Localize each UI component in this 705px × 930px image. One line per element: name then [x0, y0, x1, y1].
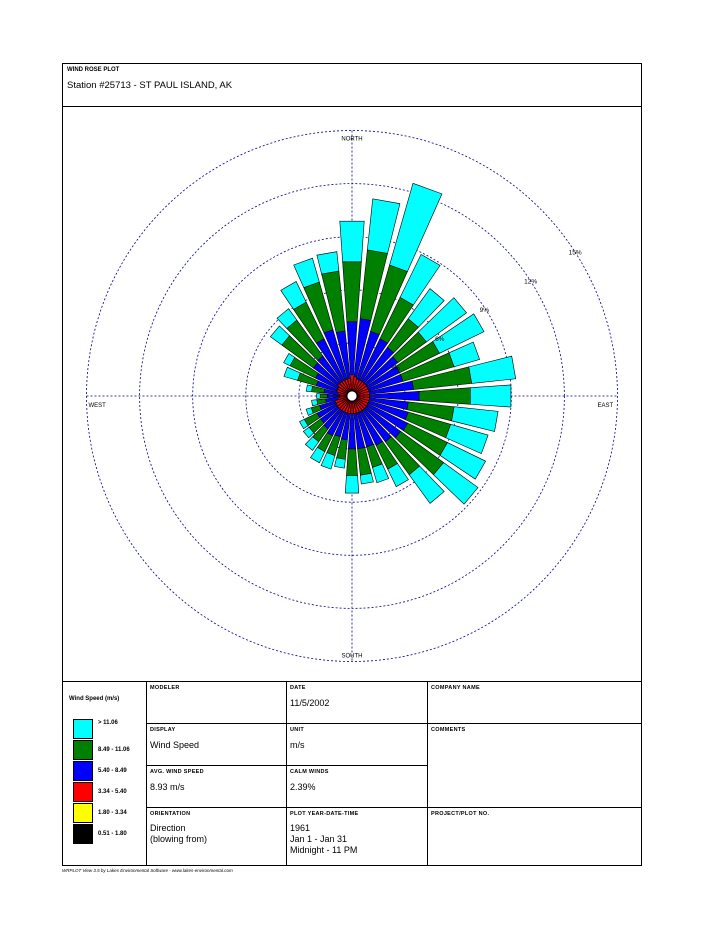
date-label: DATE	[290, 685, 306, 691]
ring-label: 9%	[480, 307, 490, 314]
modeler-label: MODELER	[150, 685, 180, 691]
wind-petal-segment	[334, 457, 346, 469]
legend-swatch	[73, 740, 93, 760]
wind-petal-segment	[283, 353, 296, 367]
compass-south-label: SOUTH	[342, 654, 363, 660]
wind-petal-segment	[280, 281, 307, 310]
ring-label: 6%	[435, 336, 445, 343]
calm-winds-value: 2.39%	[290, 782, 316, 792]
legend-swatch	[73, 824, 93, 844]
wind-petal-segment	[448, 341, 481, 368]
legend-label: > 11.06	[98, 720, 118, 726]
wind-petal-segment	[432, 313, 485, 354]
legend-swatch	[73, 782, 93, 802]
wind-petal-segment	[445, 423, 489, 454]
divider	[286, 682, 287, 866]
plot-year-label: PLOT YEAR-DATE-TIME	[290, 811, 359, 817]
wind-petal-segment	[283, 366, 301, 381]
wind-petal-segment	[304, 436, 320, 451]
calm-circle	[346, 390, 358, 402]
orientation-line2: (blowing from)	[150, 834, 208, 844]
plot-year-line3: Midnight - 11 PM	[290, 845, 358, 855]
wind-petal-segment	[387, 463, 409, 488]
project-label: PROJECT/PLOT NO.	[431, 811, 490, 817]
legend-label: 1.80 - 3.34	[98, 810, 127, 816]
wind-petal-segment	[339, 220, 365, 263]
orientation-label: ORIENTATION	[150, 811, 191, 817]
wind-petal-segment	[293, 257, 320, 289]
wind-petal-segment	[389, 182, 443, 272]
wind-rose-area: 3% 6% 9% 12% 15% NORTH SOUTH EAST WEST	[63, 107, 641, 682]
wind-petal-segment	[468, 355, 517, 384]
unit-value: m/s	[290, 740, 305, 750]
avg-speed-label: AVG. WIND SPEED	[150, 769, 204, 775]
divider	[146, 807, 641, 808]
footer-credit: WRPLOT View 3.5 by Lakes Environmental S…	[62, 868, 233, 873]
wind-petal-segment	[311, 399, 318, 407]
wind-petal-segment	[276, 308, 298, 329]
legend-title: Wind Speed (m/s)	[69, 696, 120, 702]
wind-petal-segment	[316, 393, 321, 399]
wind-petal-segment	[320, 452, 336, 470]
wind-petal-segment	[299, 418, 309, 430]
unit-label: UNIT	[290, 727, 305, 733]
divider	[146, 765, 427, 766]
wind-petal-segment	[269, 325, 291, 346]
wind-petal-segment	[372, 463, 390, 484]
wind-petal-segment	[451, 406, 499, 432]
wind-petal-segment	[310, 446, 326, 464]
orientation-line1: Direction	[150, 823, 186, 833]
report-frame: WIND ROSE PLOT Station #25713 - ST PAUL …	[62, 63, 642, 866]
wind-petal-segment	[344, 475, 360, 494]
display-value: Wind Speed	[150, 740, 200, 750]
wind-petal-segment	[407, 288, 445, 328]
legend-label: 8.49 - 11.06	[98, 747, 130, 753]
wind-petal-segment	[346, 448, 358, 476]
plot-year-line2: Jan 1 - Jan 31	[290, 834, 348, 844]
wind-petal-segment	[316, 251, 340, 275]
info-panel: Wind Speed (m/s) > 11.06 8.49 - 11.06 5.40…	[63, 681, 641, 866]
report-header: WIND ROSE PLOT Station #25713 - ST PAUL …	[63, 64, 641, 107]
wind-rose-chart: 3% 6% 9% 12% 15% NORTH SOUTH EAST WEST	[86, 130, 618, 662]
wind-petal-segment	[360, 472, 374, 485]
ring-label: 12%	[524, 278, 537, 285]
wind-petal-segment	[305, 407, 314, 416]
plot-year-line1: 1961	[290, 823, 311, 833]
date-value: 11/5/2002	[290, 698, 330, 708]
calm-winds-label: CALM WINDS	[290, 769, 329, 775]
wind-petal-segment	[408, 465, 445, 504]
avg-speed-value: 8.93 m/s	[150, 782, 185, 792]
compass-east-label: EAST	[598, 403, 614, 409]
legend-swatch	[73, 719, 93, 739]
ring-label: 3%	[391, 365, 401, 372]
compass-north-label: NORTH	[341, 137, 362, 143]
plot-type-label: WIND ROSE PLOT	[67, 67, 120, 73]
wind-petal-segment	[302, 426, 315, 439]
legend-swatch	[73, 761, 93, 781]
legend-swatch	[73, 803, 93, 823]
divider	[146, 723, 641, 724]
wind-petal-segment	[418, 387, 471, 405]
ring-label: 15%	[569, 249, 582, 256]
wind-petal-segment	[469, 384, 512, 408]
divider	[427, 682, 428, 866]
wind-petal-segment	[399, 253, 441, 306]
comments-label: COMMENTS	[431, 727, 466, 733]
legend-label: 0.51 - 1.80	[98, 831, 127, 837]
company-label: COMPANY NAME	[431, 685, 480, 691]
legend-label: 3.34 - 5.40	[98, 789, 127, 795]
display-label: DISPLAY	[150, 727, 176, 733]
compass-west-label: WEST	[89, 403, 107, 409]
legend-label: 5.40 - 8.49	[98, 768, 127, 774]
station-title: Station #25713 - ST PAUL ISLAND, AK	[67, 80, 233, 91]
wind-petal-segment	[367, 198, 401, 254]
divider	[146, 682, 147, 866]
wind-petal-segment	[342, 261, 362, 323]
wind-petal-segment	[417, 297, 467, 343]
wind-petal-segment	[439, 442, 487, 480]
wind-petal-segment	[305, 384, 313, 393]
wind-petal-segment	[433, 462, 479, 505]
wind-petal-segment	[319, 393, 328, 399]
